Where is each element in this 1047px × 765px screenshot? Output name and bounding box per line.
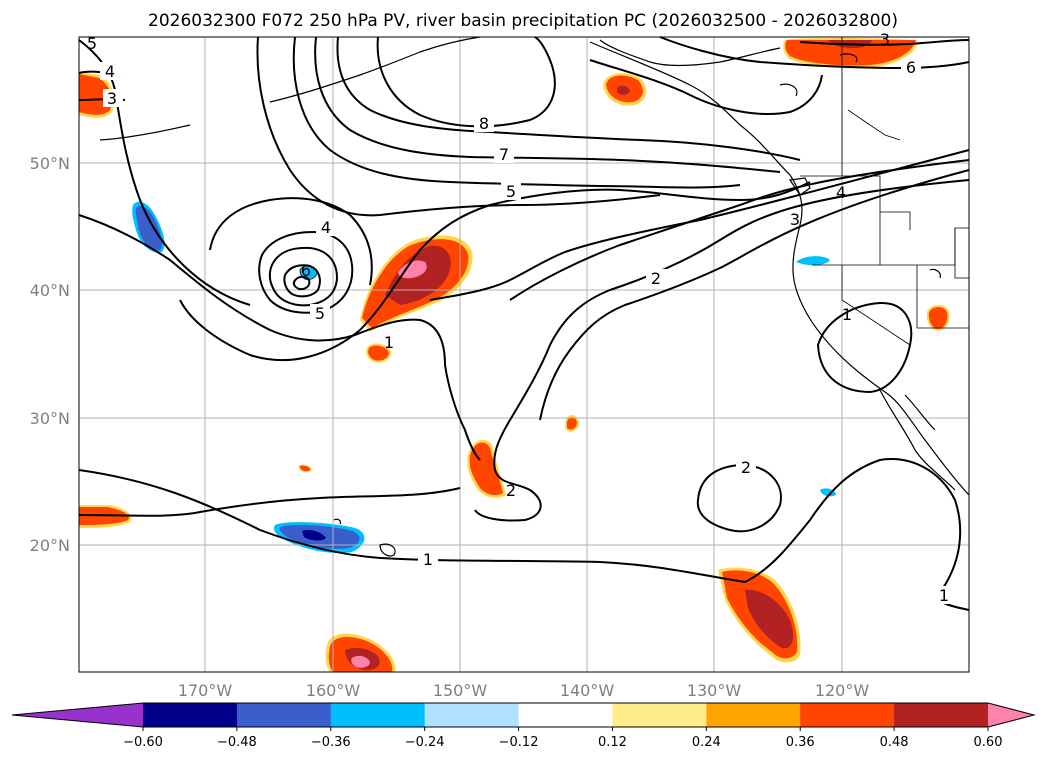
colorbar-segment <box>236 703 332 727</box>
clabel: 1 <box>423 550 433 569</box>
colorbar-extend-right <box>988 703 1034 727</box>
coastlines <box>99 36 970 557</box>
colorbar-extend-left <box>12 703 143 727</box>
clabel: 2 <box>651 269 661 288</box>
colorbar-segment <box>706 703 801 727</box>
lon-label: 140°W <box>560 681 615 700</box>
colorbar: −0.60 −0.48 −0.36 −0.24 −0.12 0.12 0.24 0.36 0.4… <box>11 702 1036 750</box>
clabel: 3 <box>790 210 800 229</box>
clabel: 5 <box>87 34 97 53</box>
colorbar-tick-label: 0.12 <box>598 735 627 750</box>
precip-shading <box>79 37 950 672</box>
colorbar-tick-label: −0.48 <box>217 735 257 750</box>
colorbar-tick-label: 0.36 <box>786 735 815 750</box>
clabel: 6 <box>906 58 916 77</box>
precip-blob-south <box>718 567 801 663</box>
clabel: 6 <box>301 261 311 280</box>
clabel: 1 <box>384 333 394 352</box>
colorbar-segment <box>518 703 613 727</box>
lat-label: 30°N <box>30 409 70 428</box>
colorbar-tick-label: −0.60 <box>123 735 163 750</box>
lon-label: 150°W <box>433 681 488 700</box>
colorbar-segment <box>424 703 520 727</box>
colorbar-segment <box>612 703 707 727</box>
map-frame <box>78 36 970 673</box>
contour-labels: 5 4 3 8 7 5 4 6 5 1 2 2 2 1 1 1 3 6 4 3 <box>87 30 954 605</box>
precip-blob-subtropic <box>467 439 506 498</box>
precip-blob-small <box>298 305 950 473</box>
map-background <box>79 37 969 672</box>
colorbar-tick-label: −0.24 <box>405 735 445 750</box>
clabel: 8 <box>479 114 489 133</box>
colorbar-tick-label: −0.36 <box>311 735 351 750</box>
precip-blob-alaska <box>603 73 647 106</box>
colorbar-segment <box>800 703 895 727</box>
clabel: 5 <box>315 304 325 323</box>
colorbar-tick-label: 0.60 <box>974 735 1003 750</box>
clabel: 7 <box>499 145 509 164</box>
clabel: 2 <box>506 481 516 500</box>
clabel: 3 <box>107 89 117 108</box>
colorbar-tick-label: 0.48 <box>880 735 909 750</box>
colorbar-segment <box>330 703 426 727</box>
lon-label: 170°W <box>178 681 233 700</box>
colorbar-tick-label: 0.24 <box>692 735 721 750</box>
colorbar-segment <box>143 703 238 727</box>
clabel: 4 <box>836 183 846 202</box>
clabel: 1 <box>939 586 949 605</box>
lon-label: 130°W <box>687 681 742 700</box>
precip-blob-hawaii-south <box>325 633 396 672</box>
lon-labels: 170°W 160°W 150°W 140°W 130°W 120°W <box>178 681 870 700</box>
clabel: 2 <box>741 458 751 477</box>
clabel: 4 <box>105 62 115 81</box>
pv-contours <box>78 36 970 611</box>
clabel: 1 <box>842 305 852 324</box>
precip-neg-gulf <box>132 201 165 253</box>
clabel: 5 <box>506 182 516 201</box>
lat-label: 50°N <box>30 154 70 173</box>
figure-title: 2026032300 F072 250 hPa PV, river basin … <box>148 11 898 31</box>
lon-label: 120°W <box>815 681 870 700</box>
lon-label: 160°W <box>306 681 361 700</box>
map-panel: 5 4 3 8 7 5 4 6 5 1 2 2 2 1 1 1 3 6 4 3 <box>78 30 970 673</box>
colorbar-segment <box>894 703 989 727</box>
lat-label: 20°N <box>30 536 70 555</box>
grid-lines <box>79 37 969 672</box>
clabel: 3 <box>880 30 890 49</box>
lat-labels: 50°N 40°N 30°N 20°N <box>30 154 70 555</box>
clabel: 4 <box>321 218 331 237</box>
colorbar-tick-label: −0.12 <box>499 735 539 750</box>
lat-label: 40°N <box>30 281 70 300</box>
